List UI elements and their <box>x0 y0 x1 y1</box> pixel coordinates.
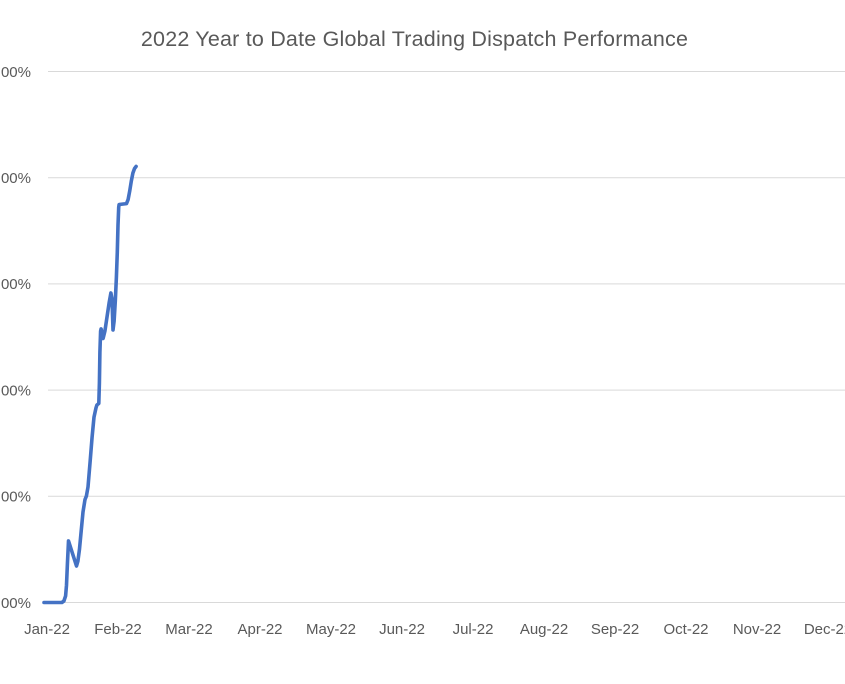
x-tick-label: Mar-22 <box>165 621 213 638</box>
x-tick-label: Dec-22 <box>804 621 845 638</box>
x-tick-label: Apr-22 <box>237 621 282 638</box>
x-tick-label: Aug-22 <box>520 621 568 638</box>
series-line-dispatch-performance <box>42 164 138 605</box>
y-tick-label: 00% <box>1 64 31 81</box>
y-tick-label: 00% <box>1 276 31 293</box>
x-axis-tick-labels: Jan-22 Feb-22 Mar-22 Apr-22 May-22 Jun-22 Jul-… <box>24 621 845 638</box>
y-tick-label: 00% <box>1 382 31 399</box>
x-tick-label: Oct-22 <box>663 621 708 638</box>
chart-title: 2022 Year to Date Global Trading Dispatc… <box>140 27 689 51</box>
x-tick-label: Sep-22 <box>591 621 639 638</box>
gridlines <box>48 71 845 603</box>
x-tick-label: May-22 <box>306 621 356 638</box>
y-tick-label: 00% <box>1 489 31 506</box>
y-tick-label: 00% <box>1 595 31 612</box>
x-tick-label: Jul-22 <box>453 621 494 638</box>
x-tick-label: Feb-22 <box>94 621 142 638</box>
y-tick-label: 00% <box>1 170 31 187</box>
x-tick-label: Jun-22 <box>379 621 425 638</box>
x-tick-label: Jan-22 <box>24 621 70 638</box>
y-axis-tick-labels: 00% 00% 00% 00% 00% 00% <box>1 64 31 612</box>
x-tick-label: Nov-22 <box>733 621 781 638</box>
